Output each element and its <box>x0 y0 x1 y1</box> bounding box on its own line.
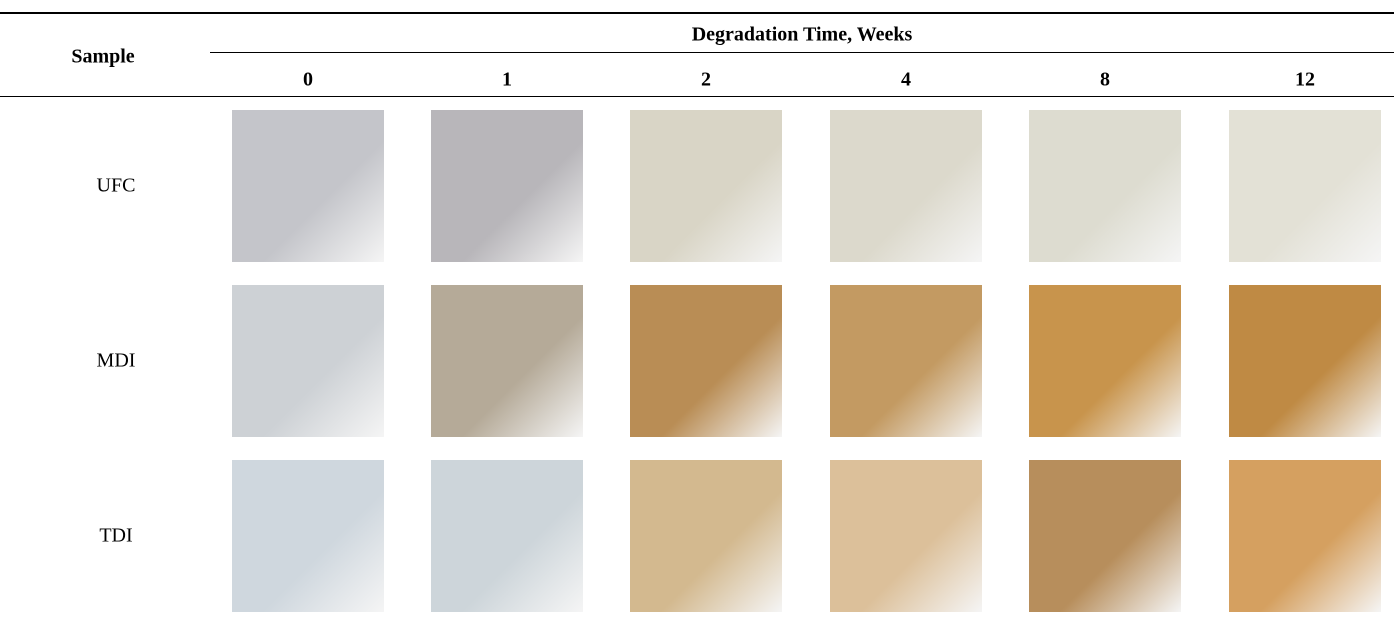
week-header: 8 <box>1100 68 1110 91</box>
group-rule <box>210 52 1394 53</box>
sample-photo <box>630 460 782 612</box>
sample-photo <box>232 110 384 262</box>
sample-label: TDI <box>99 524 133 547</box>
sample-photo <box>630 285 782 437</box>
week-header: 4 <box>901 68 911 91</box>
sample-photo <box>1229 110 1381 262</box>
top-rule <box>0 12 1394 14</box>
week-header: 1 <box>502 68 512 91</box>
sample-photo <box>830 460 982 612</box>
sample-photo <box>431 110 583 262</box>
sample-photo <box>1029 110 1181 262</box>
sample-photo <box>630 110 782 262</box>
sample-photo <box>431 460 583 612</box>
group-header: Degradation Time, Weeks <box>691 23 913 46</box>
sample-photo <box>232 460 384 612</box>
sample-photo <box>1029 460 1181 612</box>
week-header: 12 <box>1295 68 1315 91</box>
sample-label: UFC <box>96 174 136 197</box>
sample-photo <box>1229 460 1381 612</box>
sample-label: MDI <box>96 349 136 372</box>
sample-photo <box>431 285 583 437</box>
sample-photo <box>830 110 982 262</box>
sample-photo <box>1229 285 1381 437</box>
week-header: 0 <box>303 68 313 91</box>
sample-photo <box>830 285 982 437</box>
sample-header: Sample <box>71 45 135 68</box>
sample-photo <box>1029 285 1181 437</box>
header-rule <box>0 96 1394 97</box>
sample-photo <box>232 285 384 437</box>
week-header: 2 <box>701 68 711 91</box>
